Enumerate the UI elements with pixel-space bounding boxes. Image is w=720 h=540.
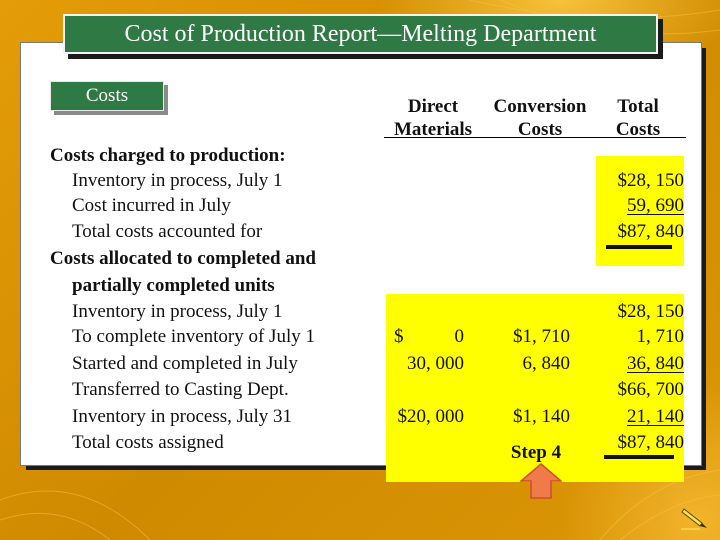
column-header-total-costs: Total Costs — [600, 95, 676, 141]
cc-to-complete: $1, 710 — [513, 326, 570, 347]
pen-icon — [681, 508, 707, 530]
total-inventory-july1: $28, 150 — [617, 170, 685, 191]
total-costs-assigned: $87, 840 — [617, 432, 685, 453]
row-label-inventory-july1: Inventory in process, July 1 — [72, 170, 283, 191]
total-transferred: $66, 700 — [617, 379, 685, 400]
column-header-direct-materials: Direct Materials — [388, 95, 478, 141]
total-assigned-double-rule — [604, 455, 674, 459]
cc-started-completed: 6, 840 — [522, 353, 571, 374]
total-accounted-double-rule — [606, 245, 672, 249]
column-header-total-costs-line2: Costs — [615, 119, 661, 140]
row-label-partially-completed: partially completed units — [72, 275, 275, 296]
total-inventory-july1-assigned: $28, 150 — [617, 301, 685, 322]
row-label-inventory-july31: Inventory in process, July 31 — [72, 406, 293, 427]
column-header-total-costs-line1: Total — [617, 96, 659, 117]
costs-tab: Costs — [50, 81, 164, 111]
row-label-total-accounted: Total costs accounted for — [72, 221, 263, 242]
column-header-direct-materials-line2: Materials — [393, 119, 473, 140]
row-label-transferred: Transferred to Casting Dept. — [72, 379, 289, 400]
header-underline — [384, 137, 686, 138]
up-arrow-icon — [520, 463, 562, 499]
total-started-completed: 36, 840 — [627, 353, 684, 374]
total-accounted-for: $87, 840 — [617, 221, 685, 242]
total-inventory-july31: 21, 140 — [627, 406, 684, 427]
row-label-costs-charged: Costs charged to production: — [50, 145, 286, 166]
dm-started-completed: 30, 000 — [407, 353, 464, 374]
column-header-conversion-costs-line1: Conversion — [493, 96, 587, 117]
row-label-to-complete: To complete inventory of July 1 — [72, 326, 315, 347]
row-label-started-completed: Started and completed in July — [72, 353, 298, 374]
dm-to-complete: 0 — [454, 326, 465, 347]
step-label: Step 4 — [510, 442, 562, 463]
row-label-cost-incurred: Cost incurred in July — [72, 195, 231, 216]
column-header-conversion-costs-line2: Costs — [517, 119, 563, 140]
highlight-assigned-block — [386, 294, 684, 482]
total-cost-incurred: 59, 690 — [627, 195, 684, 216]
total-to-complete: 1, 710 — [636, 326, 685, 347]
row-label-total-assigned: Total costs assigned — [72, 432, 224, 453]
row-label-inventory-july1-assigned: Inventory in process, July 1 — [72, 301, 283, 322]
column-header-conversion-costs: Conversion Costs — [480, 95, 600, 141]
cc-inventory-july31: $1, 140 — [513, 406, 570, 427]
dm-inventory-july31: $20, 000 — [397, 406, 465, 427]
row-label-costs-allocated: Costs allocated to completed and — [50, 248, 316, 269]
slide-title: Cost of Production Report—Melting Depart… — [63, 14, 658, 54]
column-header-direct-materials-line1: Direct — [407, 96, 459, 117]
dm-dollar-sign: $ — [394, 326, 404, 347]
